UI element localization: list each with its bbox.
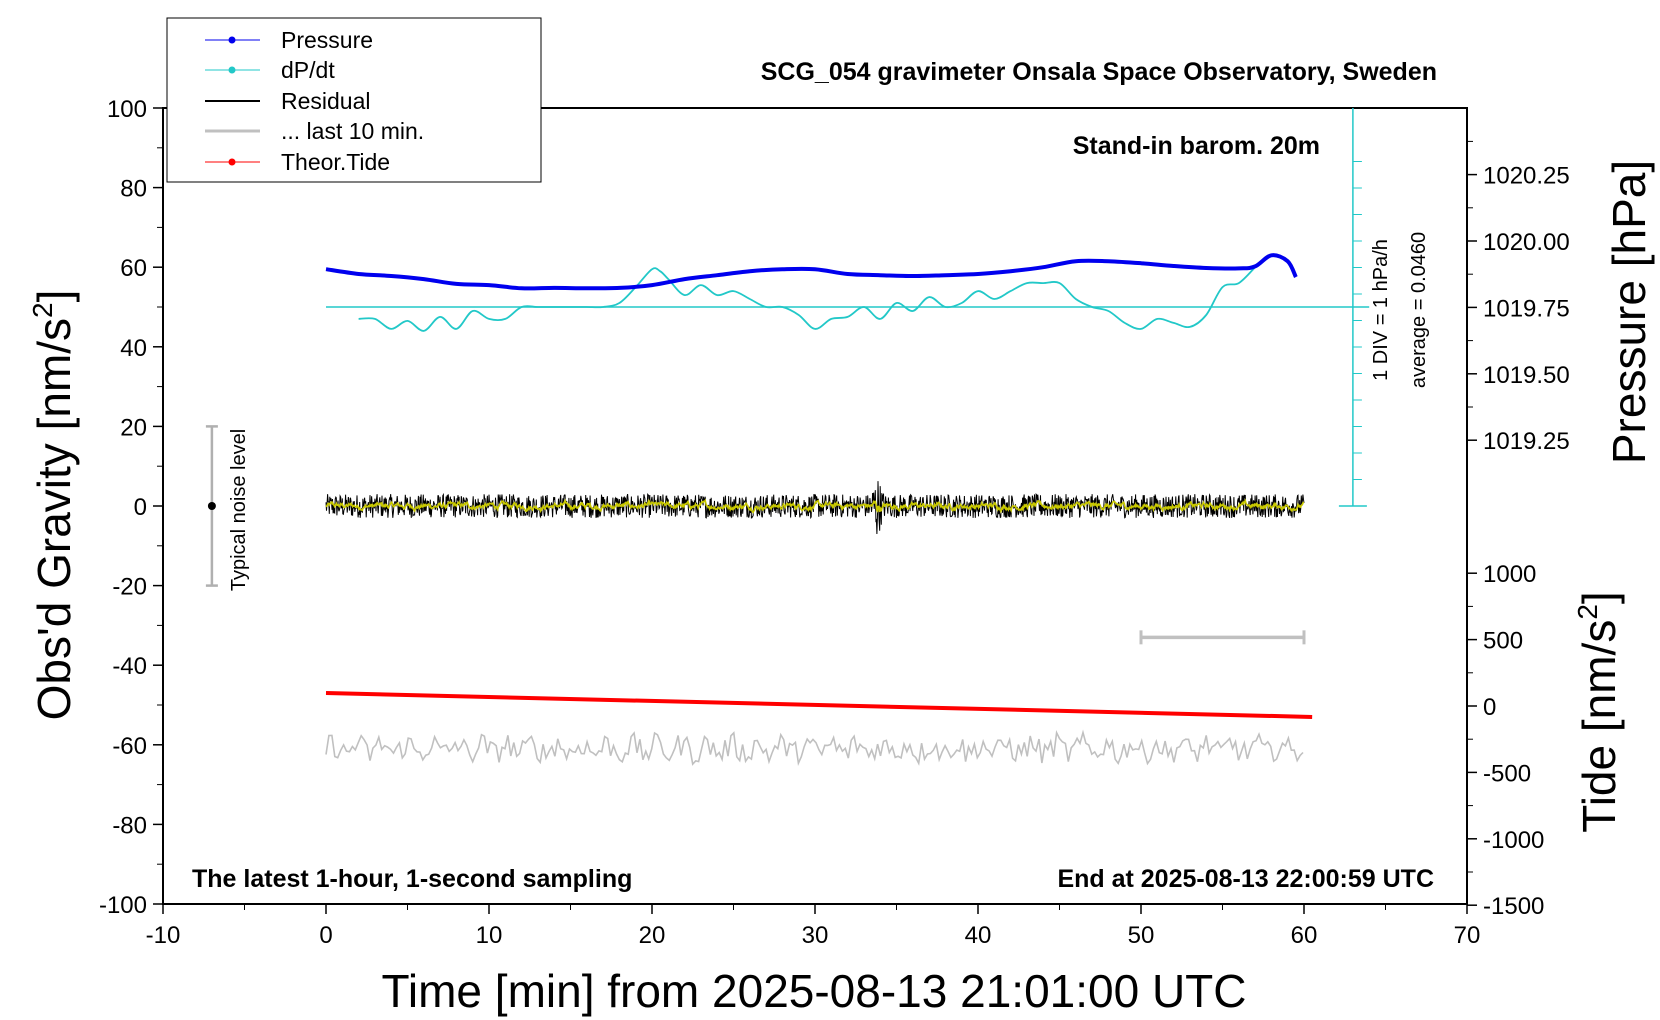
y-axis-label-gravity: Obs'd Gravity [nm/s2] — [27, 290, 80, 721]
axes: -10 0 10 20 30 40 50 60 70100806040200-20-40-60-… — [99, 96, 1570, 949]
y-left-tick-label: 80 — [120, 176, 147, 203]
legend-marker-pressure — [228, 36, 236, 44]
noise-bar-center-dot — [207, 502, 216, 510]
legend-item-pressure: Pressure — [205, 27, 373, 53]
y-axis-label-gravity-close: ] — [28, 290, 80, 303]
chart-title: SCG_054 gravimeter Onsala Space Observat… — [761, 58, 1437, 86]
series-layer — [205, 108, 1370, 767]
y-axis-label-tide-close: ] — [1573, 591, 1625, 604]
legend-item-last10: ... last 10 min. — [205, 118, 424, 144]
y-axis-label-tide-sup: 2 — [1572, 604, 1603, 620]
y-axis-label-tide-text: Tide [nm/s — [1573, 620, 1625, 833]
y-pressure-tick-label: 1019.75 — [1483, 295, 1570, 322]
dpdt-scale-label: 1 DIV = 1 hPa/h — [1370, 239, 1392, 381]
y-left-tick-label: -20 — [112, 574, 147, 601]
residual-smoothed-line — [325, 498, 1305, 514]
residual-line — [325, 481, 1305, 535]
y-axis-label-tide: Tide [nm/s2] — [1572, 591, 1625, 832]
tide-line — [325, 691, 1313, 719]
legend-label-pressure: Pressure — [281, 27, 373, 53]
dpdt-line — [358, 266, 1256, 332]
pressure-line — [325, 253, 1298, 291]
y-left-tick-label: 20 — [120, 414, 147, 441]
x-axis-label: Time [min] from 2025-08-13 21:01:00 UTC — [382, 965, 1247, 1017]
x-tick-label: 10 — [476, 922, 503, 949]
y-tide-tick-label: -1000 — [1483, 827, 1544, 854]
end-time-note: End at 2025-08-13 22:00:59 UTC — [1057, 865, 1434, 893]
legend-label-residual: Residual — [281, 88, 371, 114]
x-tick-label: -10 — [146, 922, 181, 949]
y-pressure-tick-label: 1019.25 — [1483, 428, 1570, 455]
last10-line — [325, 729, 1304, 767]
legend-label-tide: Theor.Tide — [281, 149, 390, 175]
x-tick-label: 30 — [802, 922, 829, 949]
legend-label-last10: ... last 10 min. — [281, 118, 424, 144]
legend-marker-tide — [228, 158, 236, 166]
legend-label-dpdt: dP/dt — [281, 57, 335, 83]
y-tide-tick-label: -500 — [1483, 760, 1531, 787]
y-left-tick-label: 60 — [120, 255, 147, 282]
y-axis-label-gravity-sup: 2 — [27, 302, 58, 318]
x-tick-label: 70 — [1454, 922, 1481, 949]
legend-marker-dpdt — [228, 66, 236, 74]
x-tick-label: 20 — [639, 922, 666, 949]
y-axis-label-pressure: Pressure [hPa] — [1603, 160, 1655, 464]
y-left-tick-label: -80 — [112, 812, 147, 839]
y-left-tick-label: -100 — [99, 892, 147, 919]
y-pressure-tick-label: 1019.50 — [1483, 362, 1570, 389]
dpdt-average-label: average = 0.0460 — [1408, 232, 1430, 388]
legend: Pressure dP/dt Residual ... last 10 min.… — [166, 17, 542, 183]
y-left-tick-label: -40 — [112, 653, 147, 680]
stand-in-barometer-note: Stand-in barom. 20m — [1073, 132, 1320, 160]
y-pressure-tick-label: 1020.25 — [1483, 163, 1570, 190]
legend-item-dpdt: dP/dt — [205, 57, 335, 83]
y-tide-tick-label: -1500 — [1483, 893, 1544, 920]
y-left-tick-label: 40 — [120, 335, 147, 362]
y-tide-tick-label: 500 — [1483, 628, 1523, 655]
y-left-tick-label: 0 — [134, 494, 147, 521]
y-tide-tick-label: 1000 — [1483, 561, 1536, 588]
noise-level-label: Typical noise level — [228, 429, 250, 591]
y-left-tick-label: -60 — [112, 733, 147, 760]
x-tick-label: 60 — [1291, 922, 1318, 949]
x-tick-label: 0 — [319, 922, 332, 949]
sampling-note: The latest 1-hour, 1-second sampling — [192, 865, 632, 893]
y-axis-label-gravity-text: Obs'd Gravity [nm/s — [28, 318, 80, 720]
y-left-tick-label: 100 — [107, 96, 147, 123]
legend-item-residual: Residual — [205, 88, 371, 114]
x-tick-label: 40 — [965, 922, 992, 949]
y-pressure-tick-label: 1020.00 — [1483, 229, 1570, 256]
legend-item-tide: Theor.Tide — [205, 149, 390, 175]
y-tide-tick-label: 0 — [1483, 694, 1496, 721]
x-tick-label: 50 — [1128, 922, 1155, 949]
